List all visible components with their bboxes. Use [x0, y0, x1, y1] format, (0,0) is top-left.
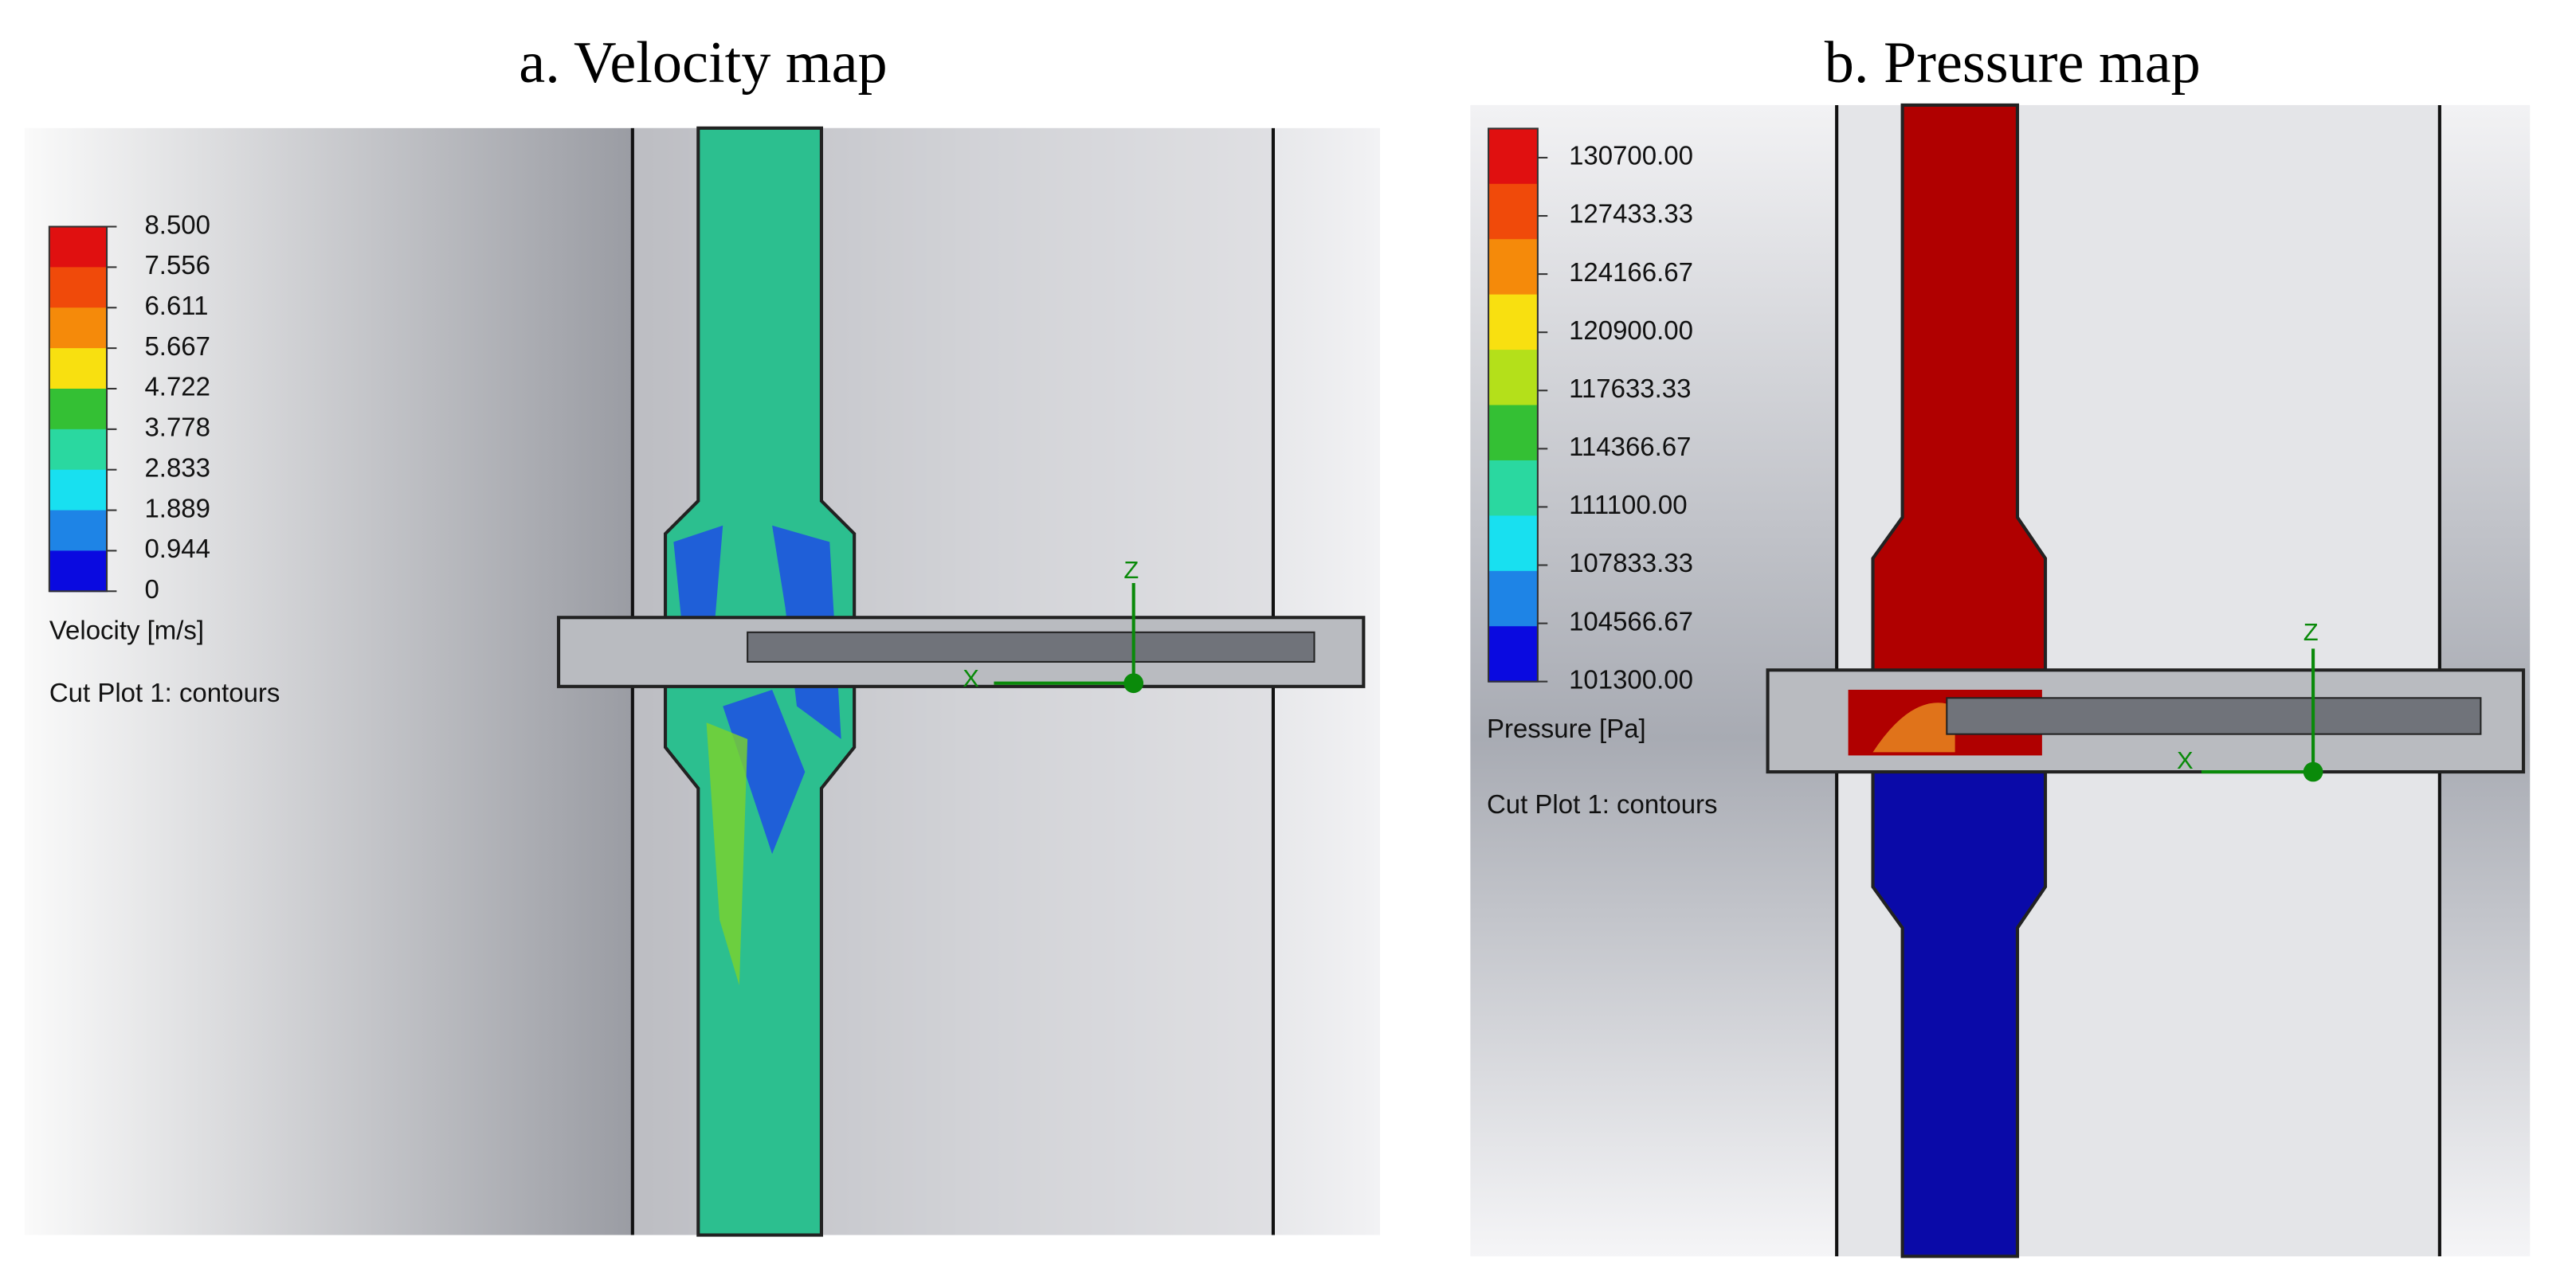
- colorbar: 130700.00 127433.33 124166.67 120900.00 1176…: [1488, 127, 1693, 694]
- colorbar-band: [1488, 460, 1538, 517]
- colorbar-label: 0: [144, 574, 159, 604]
- colorbar-band: [49, 429, 108, 471]
- colorbar-band: [49, 550, 108, 593]
- axis-label: Z: [1123, 556, 1139, 584]
- colorbar-frame: [1488, 127, 1539, 683]
- panel-title: b. Pressure map: [1825, 30, 2201, 96]
- colorbar-label: 101300.00: [1569, 664, 1693, 694]
- colorbar-band: [49, 388, 108, 430]
- colorbar-label: 6.611: [144, 291, 208, 320]
- legend-quantity: Pressure [Pa]: [1487, 714, 1646, 743]
- colorbar-label: 130700.00: [1569, 141, 1693, 170]
- transition-region: [1872, 703, 1955, 753]
- axis-label: X: [963, 664, 979, 692]
- colorbar-label: 111100.00: [1569, 490, 1688, 519]
- colorbar-band: [49, 348, 108, 390]
- colorbar-label: 1.889: [144, 493, 210, 523]
- colorbar-label: 2.833: [144, 452, 210, 482]
- high-velocity-region: [706, 722, 748, 986]
- legend-quantity: Velocity [m/s]: [49, 616, 204, 645]
- axis-label: Z: [2304, 618, 2319, 646]
- colorbar-label: 3.778: [144, 413, 210, 442]
- colorbar-label: 127433.33: [1569, 199, 1693, 229]
- colorbar-frame: [48, 225, 108, 593]
- colorbar-label: 117633.33: [1569, 374, 1691, 403]
- colorbar-band: [49, 510, 108, 552]
- colorbar-band: [1488, 239, 1538, 296]
- colorbar-label: 114366.67: [1569, 432, 1691, 461]
- colorbar-label: 8.500: [144, 209, 210, 239]
- axis-origin: [2303, 761, 2323, 782]
- colorbar-band: [1488, 570, 1538, 628]
- colorbar-band: [49, 307, 108, 350]
- colorbar-band: [49, 226, 108, 268]
- low-velocity-region: [673, 525, 841, 855]
- colorbar-band: [1488, 350, 1538, 406]
- plot-caption: Cut Plot 1: contours: [1487, 789, 1718, 819]
- axis-label: X: [2177, 746, 2194, 774]
- probe: [1946, 697, 2482, 735]
- plot-caption: Cut Plot 1: contours: [49, 678, 280, 707]
- colorbar-band: [1488, 128, 1538, 185]
- colorbar-label: 120900.00: [1569, 315, 1693, 345]
- probe: [747, 631, 1315, 663]
- colorbar-band: [49, 469, 108, 511]
- colorbar-band: [1488, 183, 1538, 241]
- colorbar-label: 7.556: [144, 250, 210, 280]
- colorbar-label: 104566.67: [1569, 606, 1693, 636]
- colorbar-label: 124166.67: [1569, 257, 1693, 287]
- colorbar-label: 4.722: [144, 372, 210, 401]
- colorbar-band: [1488, 515, 1538, 572]
- colorbar-band: [1488, 405, 1538, 461]
- low-pressure-region: [1871, 754, 2048, 1258]
- colorbar: 8.500 7.556 6.611 5.667 4.722 3.778 2.833 1.889…: [48, 209, 210, 604]
- colorbar-label: 5.667: [144, 331, 210, 361]
- colorbar-band: [1488, 294, 1538, 351]
- colorbar-band: [1488, 626, 1538, 683]
- colorbar-label: 0.944: [144, 534, 210, 563]
- colorbar-label: 107833.33: [1569, 548, 1693, 577]
- colorbar-band: [49, 267, 108, 309]
- axis-origin: [1123, 673, 1144, 694]
- panel-title: a. Velocity map: [519, 30, 887, 96]
